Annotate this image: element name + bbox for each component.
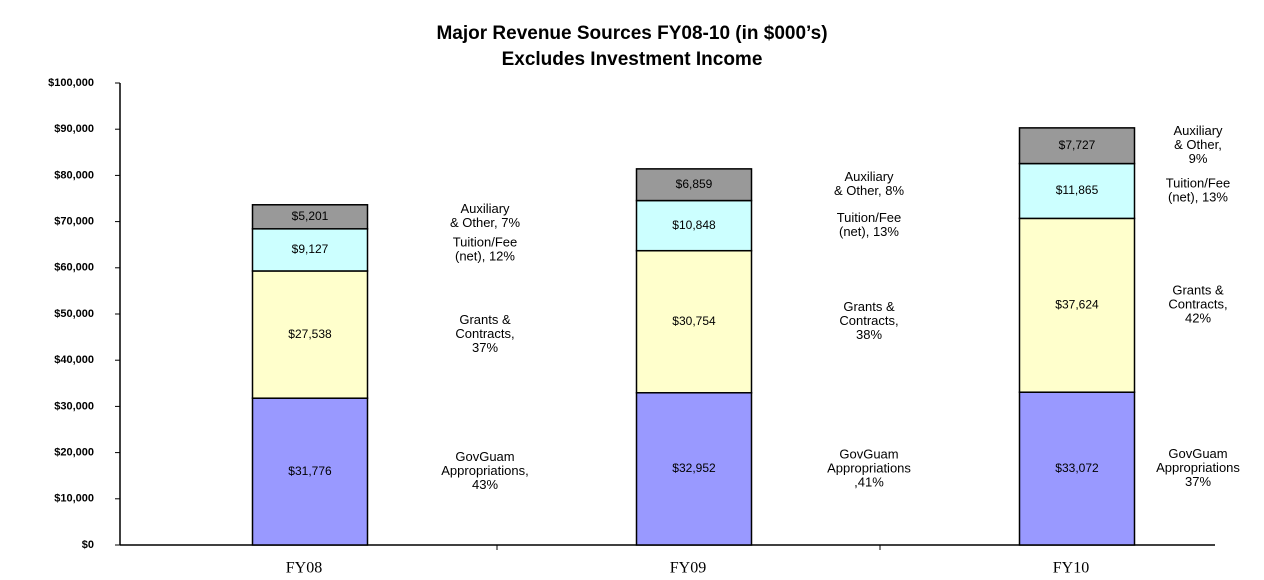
y-tick-label: $20,000 [54, 447, 94, 459]
chart-subtitle: Excludes Investment Income [502, 49, 763, 70]
bar-segment [635, 392, 753, 546]
value-label: $5,201 [292, 209, 329, 223]
segment-annotation: Contracts, [1168, 297, 1227, 312]
x-tick-label: FY10 [1053, 560, 1089, 577]
bar-segment [251, 204, 369, 230]
segment-annotation: & Other, 7% [450, 215, 521, 230]
segment-annotation: Contracts, [839, 313, 898, 328]
value-label: $33,072 [1055, 461, 1099, 475]
segment-annotation: Grants & [843, 299, 895, 314]
y-tick-label: $70,000 [54, 216, 94, 228]
segment-annotation: 37% [1185, 474, 1211, 489]
x-tick-label: FY08 [286, 560, 322, 577]
bar-segment [1018, 391, 1136, 546]
bar-segment [1018, 127, 1136, 165]
segment-annotation: Grants & [459, 312, 511, 327]
bar-segment [1018, 162, 1136, 220]
segment-annotation: ,41% [854, 474, 884, 489]
bar-segment [251, 397, 369, 546]
segment-annotation: GovGuam [455, 449, 514, 464]
segment-annotation: Tuition/Fee [1166, 175, 1231, 190]
value-label: $37,624 [1055, 297, 1099, 311]
value-label: $7,727 [1059, 138, 1096, 152]
segment-annotation: Auxiliary [1173, 123, 1223, 138]
bar-segment [251, 228, 369, 272]
segment-annotation: Appropriations, [441, 463, 528, 478]
segment-annotation: 38% [856, 327, 882, 342]
value-label: $9,127 [292, 242, 329, 256]
segment-annotation: & Other, 8% [834, 183, 905, 198]
y-tick-label: $10,000 [54, 493, 94, 505]
segment-annotation: Auxiliary [844, 169, 894, 184]
segment-annotation: (net), 13% [839, 224, 899, 239]
segment-annotation: Appropriations [1156, 460, 1240, 475]
y-tick-label: $100,000 [48, 77, 94, 89]
value-label: $6,859 [676, 177, 713, 191]
segment-annotation: GovGuam [839, 446, 898, 461]
segment-annotation: (net), 12% [455, 248, 515, 263]
bar-segment [635, 249, 753, 394]
x-tick-label: FY09 [670, 560, 706, 577]
segment-annotation: (net), 13% [1168, 189, 1228, 204]
segment-annotation: GovGuam [1168, 446, 1227, 461]
segment-annotation: Auxiliary [460, 201, 510, 216]
segment-annotation: Contracts, [455, 326, 514, 341]
y-tick-label: $50,000 [54, 308, 94, 320]
y-tick-label: $30,000 [54, 400, 94, 412]
bar-segment [1018, 217, 1136, 393]
value-label: $11,865 [1056, 183, 1099, 197]
value-label: $10,848 [672, 218, 716, 232]
segment-annotation: 37% [472, 340, 498, 355]
y-tick-label: $90,000 [54, 123, 94, 135]
value-label: $32,952 [672, 461, 716, 475]
segment-annotation: & Other, [1174, 137, 1222, 152]
y-tick-label: $80,000 [54, 169, 94, 181]
bar-segment [635, 168, 753, 202]
y-tick-label: $40,000 [54, 354, 94, 366]
segment-annotation: Tuition/Fee [837, 210, 902, 225]
segment-annotation: Grants & [1172, 283, 1224, 298]
segment-annotation: Tuition/Fee [453, 234, 518, 249]
segment-annotation: 42% [1185, 311, 1211, 326]
y-tick-label: $0 [82, 539, 94, 551]
segment-annotation: Appropriations [827, 460, 911, 475]
y-tick-label: $60,000 [54, 262, 94, 274]
value-label: $27,538 [288, 327, 332, 341]
value-label: $31,776 [288, 464, 332, 478]
segment-annotation: 9% [1189, 151, 1208, 166]
value-label: $30,754 [672, 314, 716, 328]
segment-annotation: 43% [472, 477, 498, 492]
bar-segment [251, 270, 369, 399]
chart-title: Major Revenue Sources FY08-10 (in $000’s… [436, 23, 827, 44]
